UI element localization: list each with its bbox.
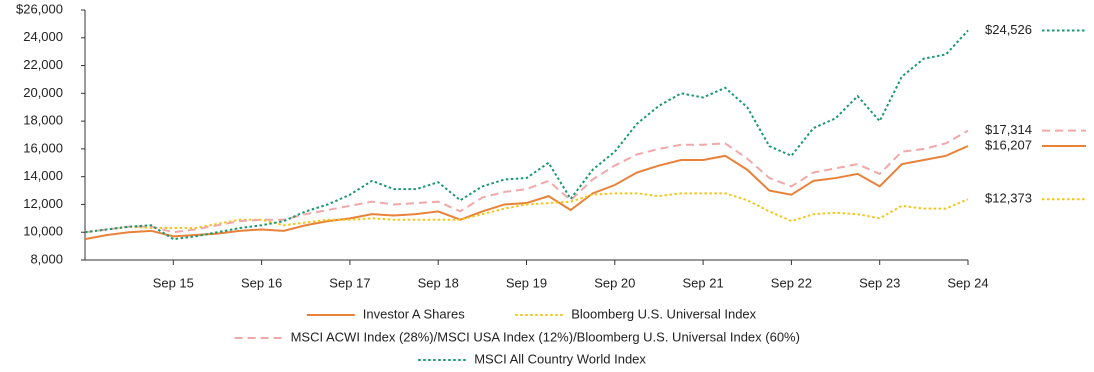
y-tick-label: 20,000 <box>23 85 63 100</box>
y-tick-label: $26,000 <box>16 1 63 16</box>
series-line <box>84 192 969 234</box>
x-tick-label: Sep 24 <box>947 275 988 290</box>
x-tick-label: Sep 20 <box>594 275 635 290</box>
y-tick-label: 8,000 <box>30 251 63 266</box>
y-tick-label: 18,000 <box>23 113 63 128</box>
y-tick-label: 12,000 <box>23 196 63 211</box>
series-line <box>84 129 969 234</box>
x-tick-label: Sep 21 <box>682 275 723 290</box>
series-line <box>84 29 969 241</box>
legend-label: Bloomberg U.S. Universal Index <box>571 306 756 321</box>
end-value-label: $24,526 <box>985 22 1032 37</box>
y-tick-label: 22,000 <box>23 57 63 72</box>
legend-label: MSCI ACWI Index (28%)/MSCI USA Index (12… <box>291 329 800 344</box>
x-tick-label: Sep 15 <box>153 275 194 290</box>
x-tick-label: Sep 16 <box>241 275 282 290</box>
y-tick-label: 24,000 <box>23 29 63 44</box>
x-tick-label: Sep 19 <box>506 275 547 290</box>
x-tick-label: Sep 18 <box>418 275 459 290</box>
end-value-label: $17,314 <box>985 122 1032 137</box>
x-tick-label: Sep 23 <box>859 275 900 290</box>
series-line <box>84 145 969 241</box>
end-value-label: $16,207 <box>985 137 1032 152</box>
x-tick-label: Sep 17 <box>329 275 370 290</box>
y-tick-label: 16,000 <box>23 140 63 155</box>
legend-label: Investor A Shares <box>363 306 465 321</box>
end-value-label: $12,373 <box>985 191 1032 206</box>
x-tick-label: Sep 22 <box>771 275 812 290</box>
legend-label: MSCI All Country World Index <box>474 351 646 366</box>
y-tick-label: 10,000 <box>23 224 63 239</box>
y-tick-label: 14,000 <box>23 168 63 183</box>
